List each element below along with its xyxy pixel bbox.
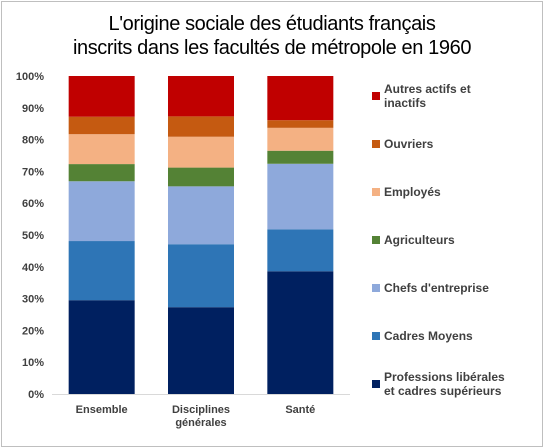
bar-segment	[68, 181, 135, 242]
legend-label: Agriculteurs	[384, 233, 455, 247]
y-tick-label: 20%	[22, 325, 44, 337]
x-tick-label: générales	[175, 417, 226, 429]
chart-title: L'origine sociale des étudiants français…	[2, 12, 542, 60]
bar-segment	[68, 116, 135, 135]
y-tick-label: 60%	[22, 198, 44, 210]
legend-label: inactifs	[384, 96, 426, 110]
bar-segment	[68, 76, 135, 117]
y-tick-label: 30%	[22, 294, 44, 306]
bar-segment	[168, 244, 234, 308]
y-tick-label: 80%	[22, 135, 44, 147]
legend-swatch	[372, 332, 380, 340]
bar-segment	[168, 186, 234, 245]
y-tick-label: 100%	[16, 71, 44, 83]
bar-segment	[68, 134, 135, 165]
legend-label: Ouvriers	[384, 137, 434, 151]
legend-swatch	[372, 140, 380, 148]
legend-swatch	[372, 284, 380, 292]
legend-label: Chefs d'entreprise	[384, 281, 489, 295]
bar-segment	[168, 136, 234, 168]
bar-segment	[68, 241, 135, 301]
y-tick-label: 0%	[28, 389, 44, 401]
y-tick-label: 70%	[22, 166, 44, 178]
x-tick-label: Santé	[285, 404, 315, 416]
legend-label: Cadres Moyens	[384, 329, 473, 343]
chart-title-line-1: L'origine sociale des étudiants français	[108, 13, 436, 35]
bar-segment	[267, 76, 334, 121]
y-tick-label: 10%	[22, 357, 44, 369]
y-tick-label: 90%	[22, 103, 44, 115]
x-tick-label: Disciplines	[172, 404, 230, 416]
bar-segment	[267, 163, 334, 230]
bar-segment	[267, 127, 334, 151]
legend-label: Employés	[384, 185, 441, 199]
bar-segment	[168, 76, 234, 117]
bar-segment	[168, 307, 234, 394]
y-tick-label: 40%	[22, 262, 44, 274]
legend-label: Autres actifs et	[384, 82, 471, 96]
bar-segment	[267, 150, 334, 164]
legend-swatch	[372, 380, 380, 388]
bar-segment	[267, 120, 334, 128]
x-tick-label: Ensemble	[76, 404, 128, 416]
bar-segment	[168, 116, 234, 137]
chart-title-line-2: inscrits dans les facultés de métropole …	[72, 37, 472, 59]
bar-segment	[267, 229, 334, 272]
legend-swatch	[372, 188, 380, 196]
bar-segment	[267, 271, 334, 394]
legend-label: Professions libérales	[384, 370, 505, 384]
legend-swatch	[372, 92, 380, 100]
bar-segment	[168, 167, 234, 187]
legend-label: et cadres supérieurs	[384, 384, 502, 398]
bar-segment	[68, 164, 135, 182]
bar-segment	[68, 300, 135, 394]
legend-swatch	[372, 236, 380, 244]
y-tick-label: 50%	[22, 230, 44, 242]
